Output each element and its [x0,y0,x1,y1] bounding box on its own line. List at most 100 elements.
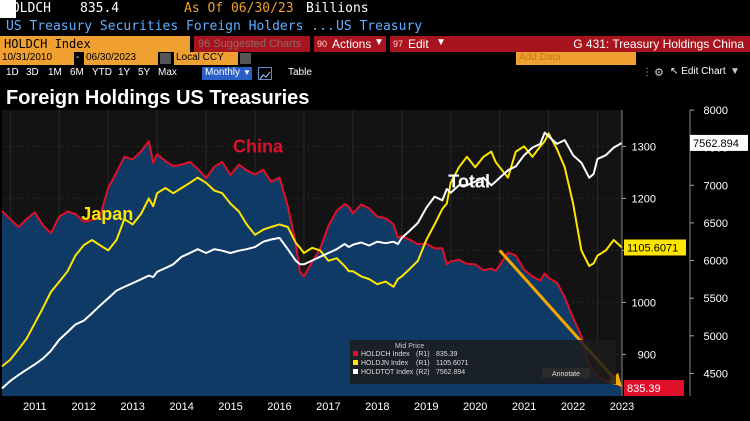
series-line-total [1,131,623,390]
x-tick-label-2020: 2020 [463,401,487,413]
china-area-fill [2,141,622,396]
chart-svg: 2011 2012 2013 2014 2015 2016 2017 2018 2019 2020… [0,82,750,416]
ticker-symbol: HOLDCH [4,1,51,16]
last-price: 835.4 [80,1,120,16]
legend-axis-2: (R2) [416,369,430,376]
data-source: US Treasury [336,19,423,34]
index-field[interactable]: HOLDCH Index [0,36,190,52]
r2-tick-label-5000: 5000 [704,331,728,343]
index-name: HOLDCH Index [4,37,91,51]
x-tick-label-2017: 2017 [316,401,340,413]
x-tick-label-2021: 2021 [512,401,536,413]
legend-label-1: HOLDJN Index [361,360,409,367]
r2-tick-label-4500: 4500 [704,368,728,380]
calendar-icon[interactable] [160,53,171,64]
china-last-tag-bg [624,379,684,396]
x-tick-label-2015: 2015 [218,401,242,413]
period-button-max[interactable]: Max [158,67,177,78]
r1-tick-label-900: 900 [638,349,656,361]
ticker-marker [0,0,16,18]
x-tick-label-2023: 2023 [610,401,634,413]
currency-select[interactable]: Local CCY [174,52,238,65]
r1-tick-label-1300: 1300 [632,141,656,153]
frequency-select[interactable]: Monthly ▼ [202,67,252,80]
series-line-china [1,140,623,389]
suggested-charts-button[interactable]: 96 Suggested Charts [194,36,310,52]
legend-value-0: 835.39 [436,351,458,358]
command-bar: HOLDCH Index 96 Suggested Charts 90 Acti… [0,36,750,52]
more-options-icon[interactable]: ⋮ [642,67,652,78]
legend-label-0: HOLDCH Index [361,351,410,358]
period-toolbar: 1D 3D 1M 6M YTD 1Y 5Y Max Monthly ▼ Table ⋮ ⚙ ↖… [0,66,750,82]
start-date-field[interactable]: 10/31/2010 [0,52,74,65]
add-data-input[interactable]: Add Data [516,52,636,65]
legend-value-1: 1105.6071 [436,360,469,367]
period-button-1d[interactable]: 1D [6,67,19,78]
legend-label-2: HOLDTOT Index [361,369,414,376]
legend-axis-1: (R1) [416,360,430,367]
legend-swatch-0 [353,351,358,356]
x-tick-label-2018: 2018 [365,401,389,413]
legend-axis-0: (R1) [416,351,430,358]
x-tick-label-2022: 2022 [561,401,585,413]
x-tick-label-2014: 2014 [169,401,193,413]
r1-tick-label-1200: 1200 [632,193,656,205]
period-button-3d[interactable]: 3D [26,67,39,78]
annotate-label: Annotate [552,371,580,378]
page-title: G 431: Treasury Holdings China [573,37,744,51]
frequency-dropdown-icon: ▼ [243,68,251,77]
x-tick-label-2016: 2016 [267,401,291,413]
chart-panel: 2011 2012 2013 2014 2015 2016 2017 2018 2019 2020… [0,82,750,416]
as-of-date: As Of 06/30/23 [184,1,294,16]
security-description: US Treasury Securities Foreign Holders .… [6,19,335,34]
x-axis-strip [0,396,750,416]
series-line-japan [1,132,623,368]
ticker-bar: HOLDCH 835.4 As Of 06/30/23 Billions [0,0,750,18]
period-button-1m[interactable]: 1M [48,67,62,78]
x-tick-label-2011: 2011 [23,401,47,413]
chart-type-icon[interactable] [258,67,272,80]
x-tick-label-2019: 2019 [414,401,438,413]
total-last-tag-bg [690,134,748,151]
chart-title: Foreign Holdings US Treasuries [6,87,309,109]
edit-dropdown-icon: ▼ [436,37,446,48]
date-separator: - [76,52,80,63]
r2-tick-label-7000: 7000 [704,180,728,192]
table-button[interactable]: Table [288,67,312,78]
r1-tick-label-1000: 1000 [632,297,656,309]
end-date-field[interactable]: 06/30/2023 [84,52,158,65]
legend-value-2: 7562.894 [436,369,465,376]
edit-num: 97 [393,39,404,49]
currency-dropdown-icon[interactable] [240,53,251,64]
description-bar: US Treasury Securities Foreign Holders .… [0,18,750,36]
x-tick-label-2013: 2013 [120,401,144,413]
x-tick-label-2012: 2012 [71,401,95,413]
units-label: Billions [306,1,369,16]
china-last-tag: 835.39 [627,383,661,395]
actions-dropdown-icon: ▼ [374,37,384,48]
legend-swatch-2 [353,369,358,374]
edit-button[interactable]: Edit [408,37,429,51]
annotate-button[interactable] [542,368,590,378]
dropdown-icon[interactable]: ▼ [730,66,740,77]
edit-chart-button[interactable]: ↖ Edit Chart [670,66,726,77]
r2-tick-label-6500: 6500 [704,218,728,230]
period-button-6m[interactable]: 6M [70,67,84,78]
date-range-bar: 10/31/2010 - 06/30/2023 Local CCY Add Da… [0,52,750,66]
settings-icon[interactable]: ⚙ [654,67,664,79]
legend-swatch-1 [353,360,358,365]
period-button-1y[interactable]: 1Y [118,67,131,78]
total-last-tag: 7562.894 [693,138,739,150]
legend-title: Mid Price [395,343,424,350]
annotation-japan: Japan [81,204,133,224]
japan-last-tag-bg [624,239,686,256]
period-button-5y[interactable]: 5Y [138,67,151,78]
annotation-total: Total [448,172,490,192]
period-button-ytd[interactable]: YTD [92,67,112,78]
actions-button[interactable]: 90 Actions ▼ [314,36,386,52]
r2-tick-label-6000: 6000 [704,256,728,268]
r2-tick-label-5500: 5500 [704,293,728,305]
title-bar: 97 Edit ▼ G 431: Treasury Holdings China [390,36,750,52]
r2-tick-label-8000: 8000 [704,105,728,117]
japan-last-tag: 1105.6071 [627,242,678,254]
